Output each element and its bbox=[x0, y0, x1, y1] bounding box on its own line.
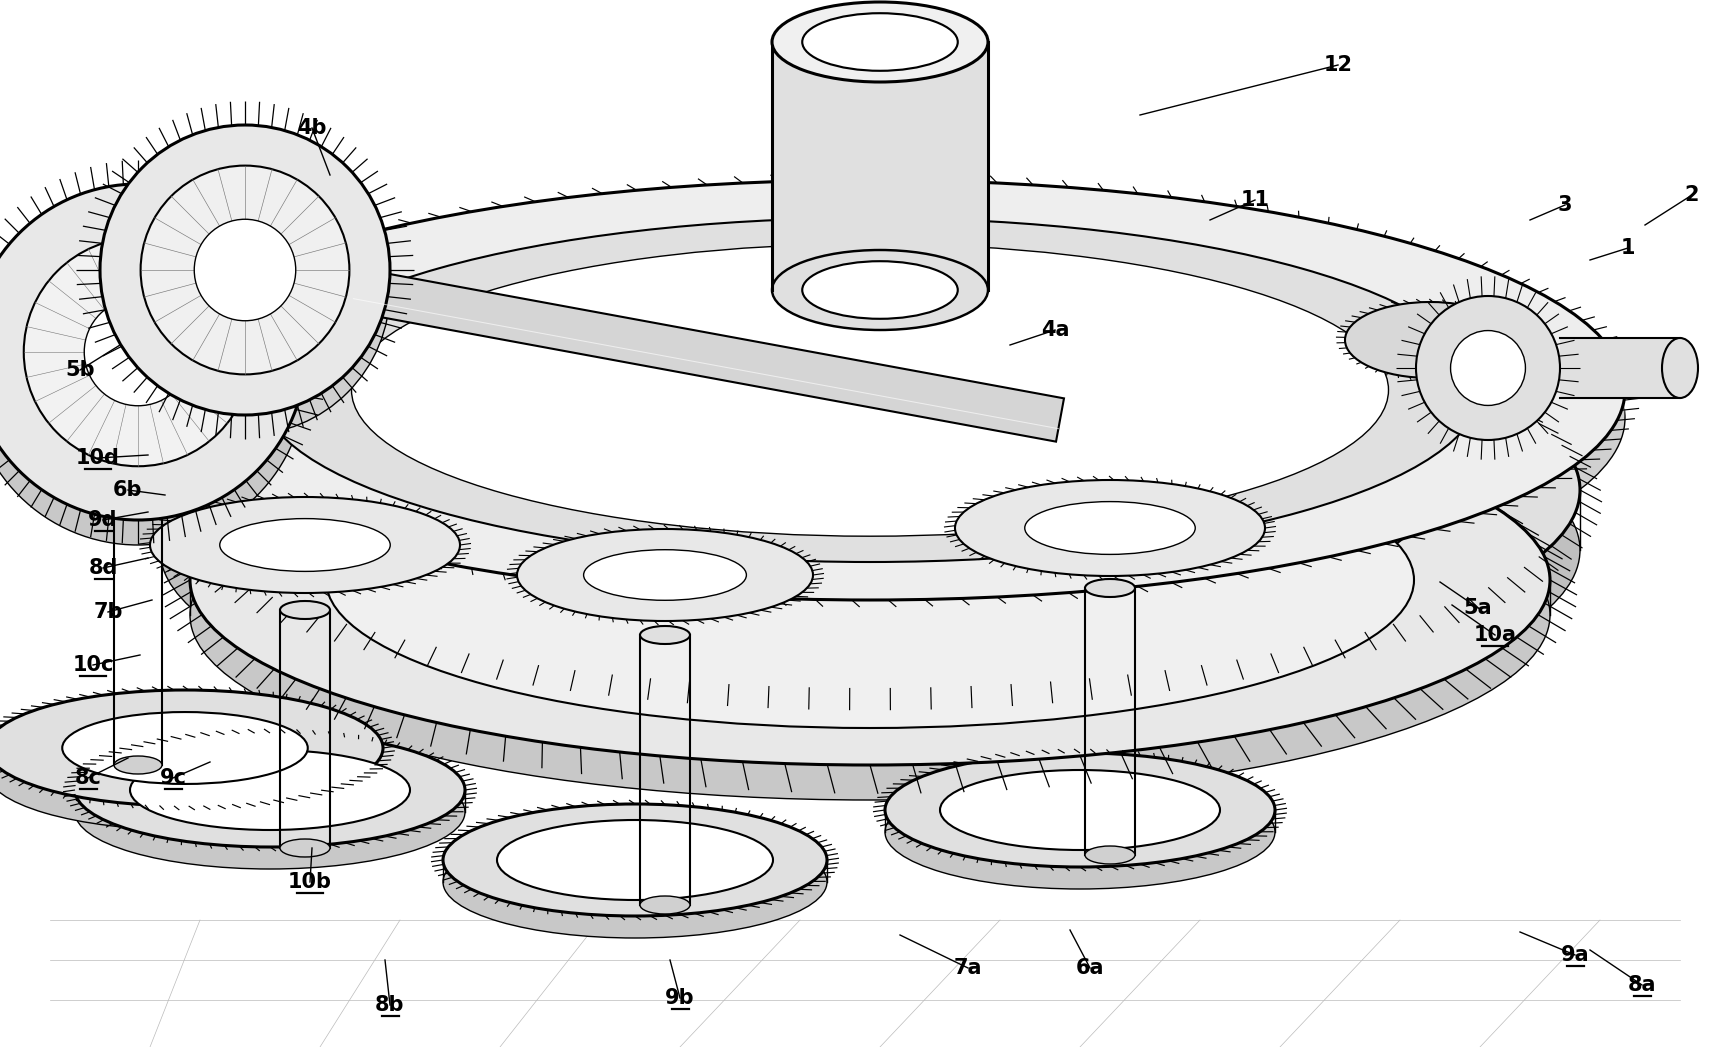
Ellipse shape bbox=[259, 218, 1479, 562]
Polygon shape bbox=[116, 180, 1624, 418]
Ellipse shape bbox=[85, 298, 192, 406]
Ellipse shape bbox=[130, 750, 410, 830]
Ellipse shape bbox=[442, 826, 828, 938]
Polygon shape bbox=[772, 42, 988, 290]
Ellipse shape bbox=[940, 770, 1220, 850]
Text: 1: 1 bbox=[1621, 238, 1635, 258]
Ellipse shape bbox=[1085, 579, 1135, 597]
Ellipse shape bbox=[956, 480, 1265, 576]
Ellipse shape bbox=[140, 165, 349, 375]
Ellipse shape bbox=[1662, 338, 1699, 398]
Text: 10b: 10b bbox=[289, 872, 332, 892]
Ellipse shape bbox=[802, 14, 957, 71]
Ellipse shape bbox=[772, 2, 988, 82]
Ellipse shape bbox=[1085, 846, 1135, 864]
Text: 12: 12 bbox=[1324, 55, 1353, 75]
Text: 7b: 7b bbox=[93, 602, 123, 622]
Ellipse shape bbox=[280, 601, 330, 619]
Text: 9a: 9a bbox=[1560, 945, 1590, 965]
Text: 4b: 4b bbox=[297, 118, 327, 138]
Ellipse shape bbox=[190, 430, 1550, 800]
Text: 10d: 10d bbox=[76, 448, 119, 468]
Ellipse shape bbox=[150, 497, 460, 593]
Ellipse shape bbox=[885, 753, 1275, 867]
Ellipse shape bbox=[194, 219, 295, 320]
Ellipse shape bbox=[190, 395, 1550, 765]
Ellipse shape bbox=[772, 250, 988, 330]
Ellipse shape bbox=[100, 144, 391, 435]
Ellipse shape bbox=[885, 775, 1275, 889]
Ellipse shape bbox=[1344, 302, 1515, 378]
Ellipse shape bbox=[0, 209, 306, 545]
Text: 9c: 9c bbox=[159, 768, 187, 788]
Ellipse shape bbox=[116, 208, 1624, 628]
Text: 6a: 6a bbox=[1077, 958, 1104, 978]
Text: 8b: 8b bbox=[375, 995, 404, 1015]
Ellipse shape bbox=[114, 756, 162, 774]
Text: 2: 2 bbox=[1685, 185, 1699, 205]
Ellipse shape bbox=[327, 432, 1414, 728]
Ellipse shape bbox=[161, 352, 1579, 748]
Text: 8c: 8c bbox=[74, 768, 102, 788]
Ellipse shape bbox=[351, 244, 1389, 536]
Ellipse shape bbox=[1025, 502, 1196, 555]
Text: 4a: 4a bbox=[1040, 320, 1070, 340]
Text: 7a: 7a bbox=[954, 958, 982, 978]
Ellipse shape bbox=[517, 529, 812, 621]
Polygon shape bbox=[1560, 338, 1680, 398]
Ellipse shape bbox=[74, 755, 465, 869]
Text: 10c: 10c bbox=[73, 655, 114, 675]
Ellipse shape bbox=[0, 690, 384, 806]
Ellipse shape bbox=[639, 626, 689, 644]
Text: 8a: 8a bbox=[1628, 975, 1655, 995]
Ellipse shape bbox=[116, 180, 1624, 600]
Text: 9d: 9d bbox=[88, 510, 118, 530]
Text: 9b: 9b bbox=[665, 988, 695, 1008]
Ellipse shape bbox=[100, 125, 391, 415]
Ellipse shape bbox=[74, 733, 465, 847]
Ellipse shape bbox=[442, 804, 828, 916]
Ellipse shape bbox=[0, 184, 306, 520]
Text: 8d: 8d bbox=[88, 558, 118, 578]
Ellipse shape bbox=[1415, 296, 1560, 440]
Ellipse shape bbox=[1450, 331, 1526, 405]
Text: 10a: 10a bbox=[1474, 625, 1517, 645]
Text: 11: 11 bbox=[1241, 190, 1270, 210]
Ellipse shape bbox=[161, 292, 1579, 688]
Text: 5b: 5b bbox=[66, 360, 95, 380]
Polygon shape bbox=[351, 268, 1064, 442]
Text: 3: 3 bbox=[1557, 195, 1572, 215]
Text: 6b: 6b bbox=[114, 480, 143, 500]
Ellipse shape bbox=[24, 238, 252, 466]
Ellipse shape bbox=[584, 550, 746, 600]
Ellipse shape bbox=[280, 839, 330, 857]
Ellipse shape bbox=[639, 896, 689, 914]
Ellipse shape bbox=[498, 820, 772, 900]
Ellipse shape bbox=[219, 518, 391, 572]
Ellipse shape bbox=[0, 714, 384, 830]
Ellipse shape bbox=[802, 261, 957, 318]
Text: 5a: 5a bbox=[1464, 598, 1493, 618]
Ellipse shape bbox=[309, 332, 1431, 648]
Ellipse shape bbox=[62, 712, 308, 784]
